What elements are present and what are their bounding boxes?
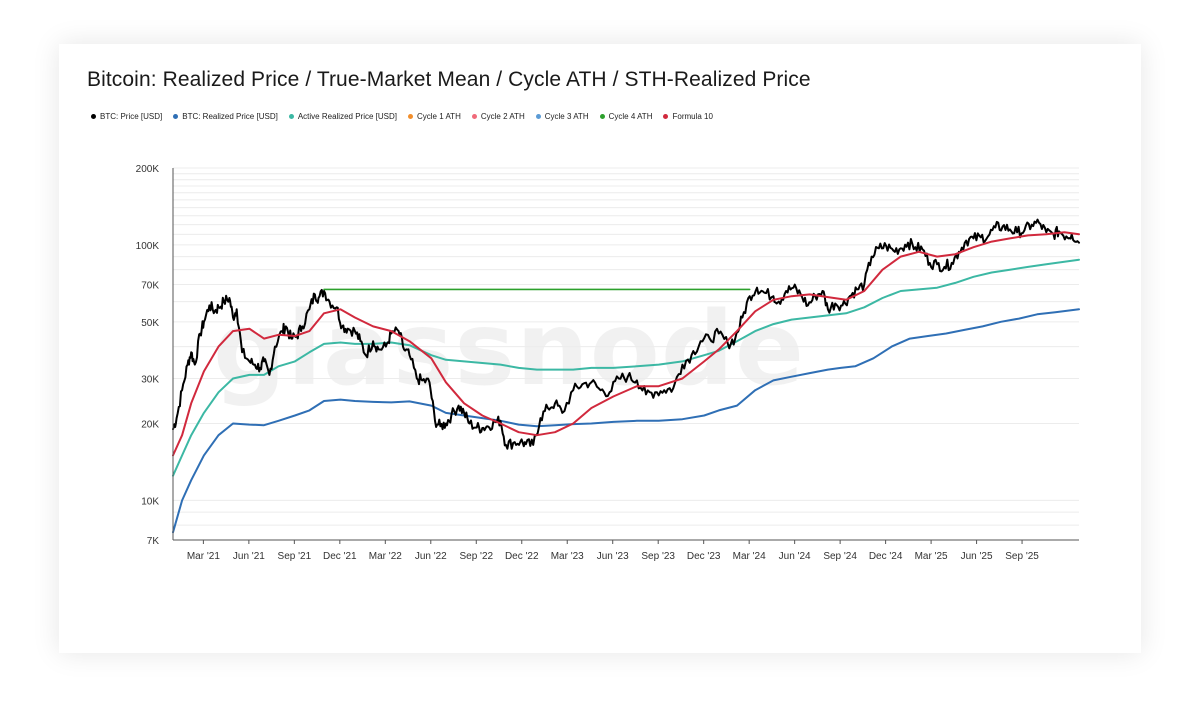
chart-card: Bitcoin: Realized Price / True-Market Me… [59, 44, 1141, 653]
grid-layer [173, 167, 1079, 541]
axis-layer: 7K 10K 20K 30K 50K 70K 100K 200K Mar '21 Jun '21 S… [136, 164, 1079, 562]
legend-dot-icon [288, 114, 294, 119]
legend-label: Formula 10 [672, 112, 713, 121]
legend-label: BTC: Price [USD] [100, 112, 163, 121]
y-tick-label: 30K [141, 375, 159, 386]
x-tick-label: Dec '23 [687, 551, 721, 562]
series-line-formula-10 [172, 231, 1080, 457]
series-line-btc-realized-price-usd [172, 308, 1080, 534]
legend-item-btc-price-usd[interactable]: BTC: Price [USD] [91, 112, 162, 121]
x-tick-label: Mar '24 [733, 551, 766, 562]
series-line-active-realized-price-usd [172, 258, 1080, 477]
legend-dot-icon [663, 114, 669, 119]
x-tick-label: Sep '23 [641, 551, 675, 562]
legend-dot-icon [407, 114, 413, 119]
x-tick-label: Dec '22 [505, 551, 539, 562]
legend-label: Cycle 3 ATH [544, 112, 589, 121]
y-tick-label: 50K [141, 318, 159, 329]
watermark: glassnode [213, 290, 805, 409]
y-tick-label: 200K [136, 164, 160, 175]
x-tick-label: Sep '25 [1005, 551, 1039, 562]
legend-item-cycle-2-ath[interactable]: Cycle 2 ATH [471, 112, 525, 121]
legend-item-formula-10[interactable]: Formula 10 [663, 112, 713, 121]
legend-dot-icon [471, 114, 477, 119]
legend-dot-icon [599, 114, 605, 119]
legend-label: Cycle 2 ATH [480, 112, 525, 121]
series-line-btc-price-usd [172, 218, 1080, 450]
legend-item-cycle-1-ath[interactable]: Cycle 1 ATH [407, 112, 461, 121]
x-tick-label: Mar '25 [915, 551, 948, 562]
x-tick-label: Mar '21 [187, 551, 220, 562]
x-tick-label: Jun '21 [233, 551, 265, 562]
y-tick-label: 100K [136, 241, 160, 252]
y-tick-label: 20K [141, 420, 159, 431]
legend-label: Cycle 4 ATH [608, 112, 653, 121]
legend-label: BTC: Realized Price [USD] [182, 112, 278, 121]
y-tick-label: 7K [147, 536, 160, 547]
x-tick-label: Sep '21 [278, 551, 312, 562]
legend-item-active-realized-price-usd[interactable]: Active Realized Price [USD] [288, 112, 397, 121]
legend-dot-icon [535, 114, 541, 119]
x-tick-label: Sep '24 [823, 551, 857, 562]
legend-item-cycle-3-ath[interactable]: Cycle 3 ATH [535, 112, 589, 121]
legend-dot-icon [173, 114, 179, 119]
x-tick-label: Dec '21 [323, 551, 357, 562]
legend-label: Cycle 1 ATH [416, 112, 461, 121]
x-tick-label: Mar '23 [551, 551, 584, 562]
legend-dot-icon [91, 114, 96, 119]
chart-title: Bitcoin: Realized Price / True-Market Me… [87, 68, 811, 91]
y-tick-label: 70K [141, 280, 159, 291]
series-layer [172, 218, 1080, 534]
legend-item-btc-realized-price-usd[interactable]: BTC: Realized Price [USD] [173, 112, 278, 121]
chart-svg: glassnode 7K 10K 20K 30K 50K 70K 100K 200K Mar '… [136, 164, 1080, 562]
x-tick-label: Jun '22 [415, 551, 447, 562]
legend-item-cycle-4-ath[interactable]: Cycle 4 ATH [599, 112, 653, 121]
x-tick-label: Jun '24 [779, 551, 811, 562]
x-tick-label: Dec '24 [869, 551, 903, 562]
x-tick-label: Sep '22 [459, 551, 493, 562]
x-tick-label: Jun '25 [961, 551, 993, 562]
y-tick-label: 10K [141, 496, 159, 507]
x-tick-label: Jun '23 [597, 551, 629, 562]
chart-legend: BTC: Price [USD] BTC: Realized Price [USD… [91, 112, 713, 121]
legend-label: Active Realized Price [USD] [297, 112, 397, 121]
x-tick-label: Mar '22 [369, 551, 402, 562]
